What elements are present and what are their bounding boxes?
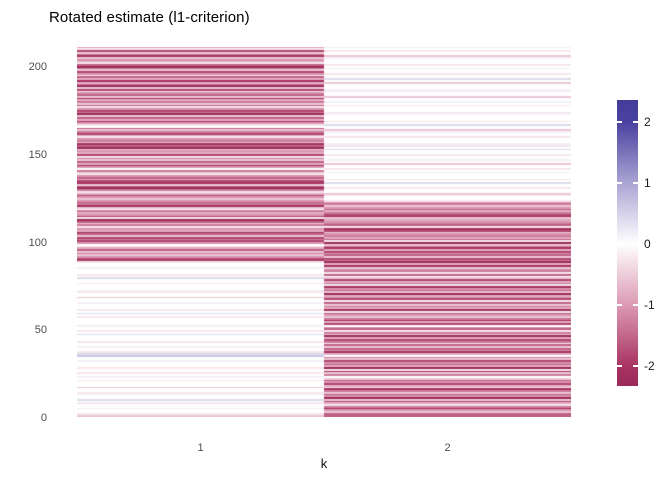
y-tick-label: 200 xyxy=(28,61,47,74)
legend-tick-mark xyxy=(633,181,638,184)
x-tick-label: 2 xyxy=(444,442,451,454)
y-tick-label: 0 xyxy=(40,412,47,424)
x-tick-label: 1 xyxy=(197,442,204,454)
plot-area xyxy=(77,47,571,417)
legend-tick-label: -1 xyxy=(644,297,655,312)
legend-tick-label: 2 xyxy=(644,114,651,129)
legend-tick-mark xyxy=(617,303,622,306)
legend-tick-mark xyxy=(617,242,622,245)
legend-tick-mark xyxy=(633,364,638,367)
legend-tick-mark xyxy=(633,303,638,306)
legend-tick-mark xyxy=(633,242,638,245)
legend-tick-label: 0 xyxy=(644,236,651,251)
y-tick-label: 100 xyxy=(28,236,47,249)
legend-tick-mark xyxy=(617,181,622,184)
legend-tick-label: -2 xyxy=(644,358,655,373)
legend-tick-mark xyxy=(617,120,622,123)
y-tick-label: 150 xyxy=(28,148,47,161)
heatmap-canvas xyxy=(77,47,571,417)
y-tick-label: 50 xyxy=(34,324,47,337)
legend-colorbar xyxy=(617,100,638,386)
chart-title: Rotated estimate (l1-criterion) xyxy=(49,9,250,26)
legend-tick-mark xyxy=(617,364,622,367)
x-axis-title: k xyxy=(320,456,328,471)
legend-tick-label: 1 xyxy=(644,175,651,190)
legend-tick-mark xyxy=(633,120,638,123)
